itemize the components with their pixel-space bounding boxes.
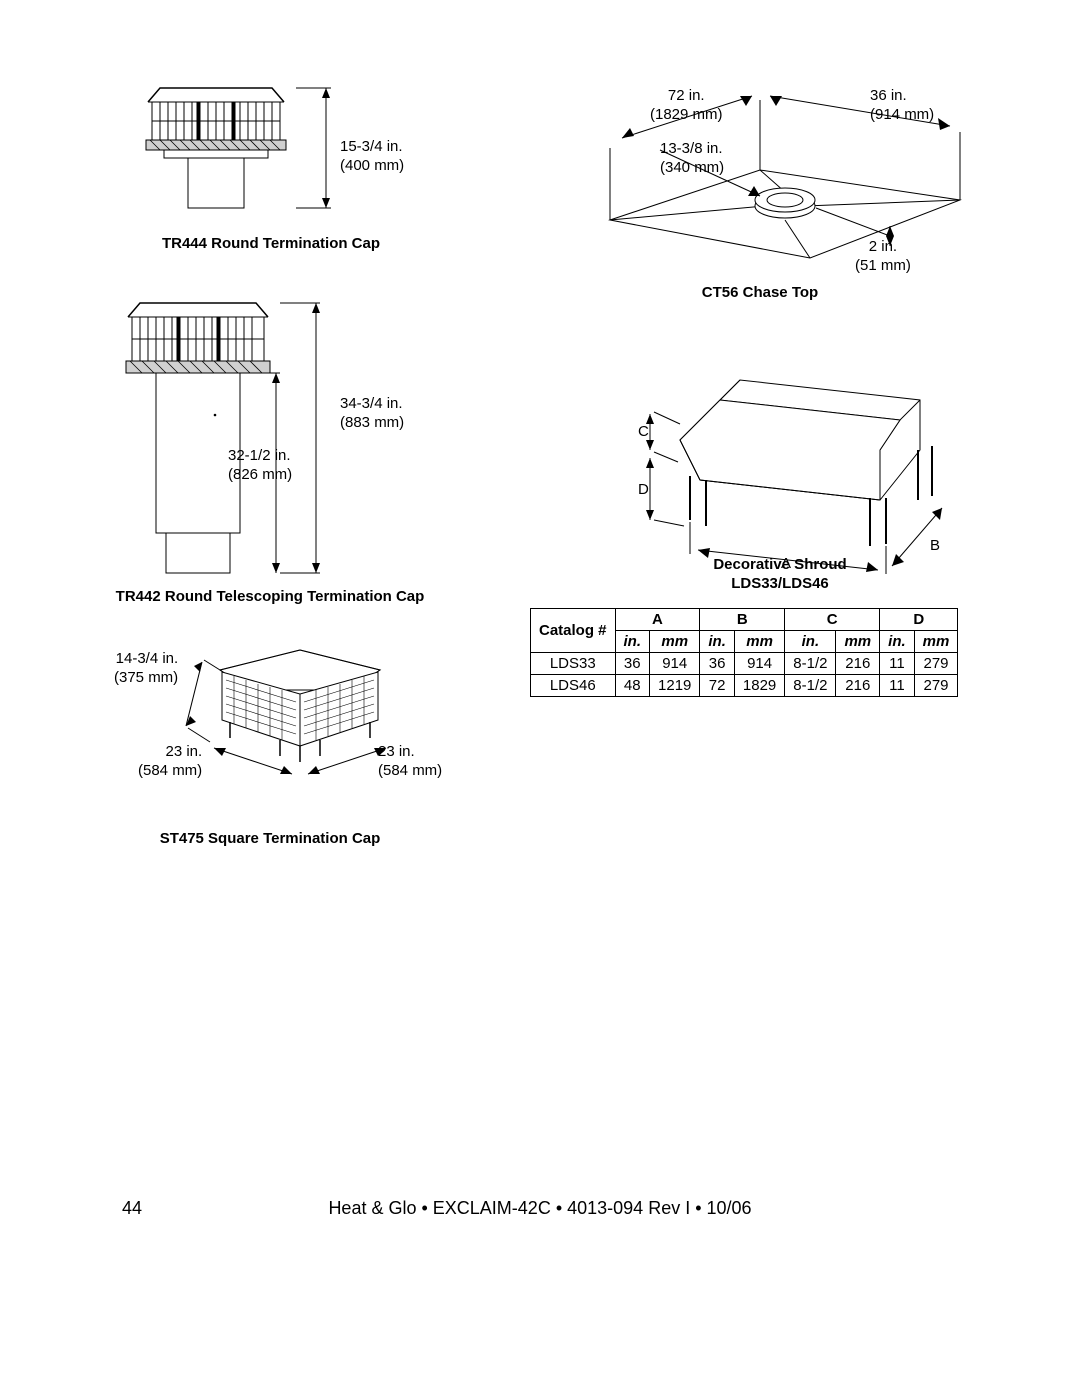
cell: 8-1/2	[785, 675, 836, 697]
tr442-height-mm: (883 mm)	[340, 414, 404, 431]
tr442-body-mm: (826 mm)	[228, 466, 292, 483]
cell: 914	[650, 653, 700, 675]
st475-caption: ST475 Square Termination Cap	[140, 830, 400, 847]
tr444-height-in: 15-3/4 in.	[340, 138, 403, 155]
th-c-in: in.	[785, 631, 836, 653]
cell: 72	[700, 675, 735, 697]
ct56-r-in: 2 in.	[869, 238, 897, 255]
table-row: LDS46 48 1219 72 1829 8-1/2 216 11 279	[531, 675, 958, 697]
ct56-r-mm: (51 mm)	[855, 257, 911, 274]
st475-h-in: 14-3/4 in.	[116, 650, 179, 667]
cell: 279	[914, 675, 958, 697]
cell-catalog: LDS46	[531, 675, 616, 697]
shroud-cap2: LDS33/LDS46	[731, 575, 829, 592]
cell: 11	[880, 675, 915, 697]
th-b: B	[700, 609, 785, 631]
st475-b-in: 23 in.	[378, 743, 415, 760]
st475-a-mm: (584 mm)	[138, 762, 202, 779]
ct56-caption: CT56 Chase Top	[640, 284, 880, 301]
axis-d: D	[638, 481, 649, 498]
cell-catalog: LDS33	[531, 653, 616, 675]
cell: 216	[836, 675, 880, 697]
ct56-width-label: 72 in. (1829 mm)	[650, 87, 723, 125]
shroud-caption: Decorative Shroud LDS33/LDS46	[640, 556, 920, 594]
shroud-cap1: Decorative Shroud	[713, 556, 846, 573]
th-b-mm: mm	[734, 631, 784, 653]
th-b-in: in.	[700, 631, 735, 653]
ct56-c-mm: (340 mm)	[660, 159, 724, 176]
tr442-body-in: 32-1/2 in.	[228, 447, 291, 464]
ct56-w-mm: (1829 mm)	[650, 106, 723, 123]
th-a: A	[615, 609, 700, 631]
tr442-height-label: 34-3/4 in. (883 mm)	[340, 395, 404, 433]
ct56-d-in: 36 in.	[870, 87, 907, 104]
th-c-mm: mm	[836, 631, 880, 653]
table-row: LDS33 36 914 36 914 8-1/2 216 11 279	[531, 653, 958, 675]
shroud-table: Catalog # A B C D in. mm in. mm in. mm i…	[530, 608, 958, 697]
ct56-w-in: 72 in.	[668, 87, 705, 104]
th-c: C	[785, 609, 880, 631]
ct56-depth-label: 36 in. (914 mm)	[870, 87, 934, 125]
cell: 1219	[650, 675, 700, 697]
ct56-collar-label: 13-3/8 in. (340 mm)	[660, 140, 724, 178]
cell: 36	[615, 653, 650, 675]
st475-a-in: 23 in.	[165, 743, 202, 760]
cell: 48	[615, 675, 650, 697]
figure-shroud: A B C D	[620, 350, 980, 580]
cell: 914	[734, 653, 784, 675]
cell: 11	[880, 653, 915, 675]
tr442-caption: TR442 Round Telescoping Termination Cap	[110, 588, 430, 605]
axis-c: C	[638, 423, 649, 440]
axis-b: B	[930, 537, 940, 554]
tr444-caption: TR444 Round Termination Cap	[146, 235, 396, 252]
th-d-mm: mm	[914, 631, 958, 653]
ct56-d-mm: (914 mm)	[870, 106, 934, 123]
figure-tr442	[120, 295, 420, 595]
cell: 8-1/2	[785, 653, 836, 675]
page: 15-3/4 in. (400 mm) TR444 Round Terminat…	[0, 0, 1080, 1397]
ct56-c-in: 13-3/8 in.	[660, 140, 723, 157]
tr444-height-label: 15-3/4 in. (400 mm)	[340, 138, 404, 176]
cell: 279	[914, 653, 958, 675]
st475-h-mm: (375 mm)	[114, 669, 178, 686]
st475-height-label: 14-3/4 in. (375 mm)	[114, 650, 178, 688]
footer-doc-line: Heat & Glo • EXCLAIM-42C • 4013-094 Rev …	[0, 1198, 1080, 1219]
st475-a-label: 23 in. (584 mm)	[138, 743, 202, 781]
th-a-in: in.	[615, 631, 650, 653]
st475-b-mm: (584 mm)	[378, 762, 442, 779]
tr442-height-in: 34-3/4 in.	[340, 395, 403, 412]
st475-b-label: 23 in. (584 mm)	[378, 743, 442, 781]
cell: 36	[700, 653, 735, 675]
shroud-drawing: A B C D	[620, 350, 980, 580]
cell: 1829	[734, 675, 784, 697]
ct56-rise-label: 2 in. (51 mm)	[855, 238, 911, 276]
th-a-mm: mm	[650, 631, 700, 653]
tr442-drawing	[120, 295, 420, 595]
tr442-body-label: 32-1/2 in. (826 mm)	[228, 447, 292, 485]
th-d: D	[880, 609, 958, 631]
tr444-height-mm: (400 mm)	[340, 157, 404, 174]
cell: 216	[836, 653, 880, 675]
th-d-in: in.	[880, 631, 915, 653]
th-catalog: Catalog #	[531, 609, 616, 653]
